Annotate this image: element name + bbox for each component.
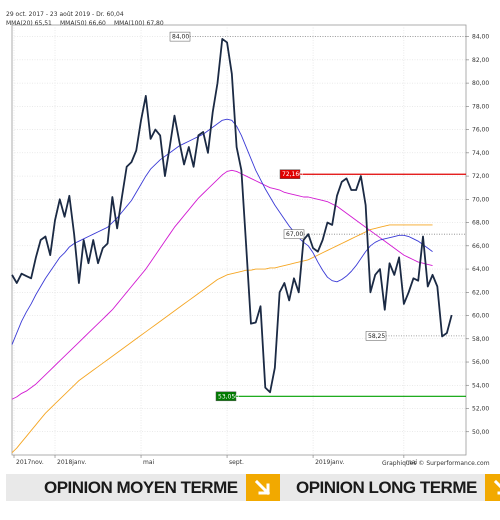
level-label: 84,00 bbox=[172, 34, 189, 41]
legend-entry: MMA(50) 66,60 bbox=[60, 20, 106, 27]
x-tick-label: 2018janv. bbox=[57, 459, 87, 466]
legend-entry: MMA(100) 67,80 bbox=[114, 20, 164, 27]
y-tick-label: 62,00 bbox=[472, 289, 489, 296]
watermark: Graphiques © Surperformance.com bbox=[382, 460, 490, 467]
x-tick-label: 2017nov. bbox=[16, 459, 44, 466]
legend-entry: MMA(20) 65,51 bbox=[6, 20, 52, 27]
y-tick-label: 56,00 bbox=[472, 359, 489, 366]
y-tick-label: 66,00 bbox=[472, 243, 489, 250]
axes: 50,00 52,00 54,00 56,00 58,00 60,00 62,00 64,00… bbox=[13, 34, 489, 466]
level-label: 67,00 bbox=[286, 231, 303, 238]
y-tick-label: 78,00 bbox=[472, 103, 489, 110]
y-tick-label: 74,00 bbox=[472, 150, 489, 157]
level-label: 53,050 bbox=[218, 393, 239, 400]
level-label-box bbox=[279, 169, 301, 179]
plot-frame bbox=[11, 24, 467, 456]
y-tick-label: 60,00 bbox=[472, 313, 489, 320]
arrow-down-right-icon bbox=[245, 474, 280, 501]
medium-term-label: OPINION MOYEN TERME bbox=[44, 477, 238, 497]
y-tick-label: 54,00 bbox=[472, 382, 489, 389]
grid bbox=[11, 24, 467, 456]
y-tick-label: 50,00 bbox=[472, 429, 489, 436]
price-chart: 84,00 72,160 67,00 58,25 53,050 50,00 52,00 54… bbox=[0, 0, 500, 470]
chart-area: 84,00 72,160 67,00 58,25 53,050 50,00 52,00 54… bbox=[0, 0, 500, 470]
y-tick-label: 80,00 bbox=[472, 80, 489, 87]
level-label-box bbox=[169, 31, 191, 42]
y-tick-label: 58,00 bbox=[472, 336, 489, 343]
series bbox=[11, 38, 453, 454]
long-term-opinion-button[interactable]: OPINION LONG TERME bbox=[296, 474, 500, 501]
series-line-price bbox=[11, 38, 453, 394]
y-tick-label: 68,00 bbox=[472, 220, 489, 227]
x-tick-label: sept. bbox=[229, 459, 244, 466]
series-line-mma20 bbox=[11, 118, 433, 345]
level-label-box bbox=[365, 331, 387, 341]
level-label-box bbox=[283, 229, 305, 239]
medium-term-opinion-button[interactable]: OPINION MOYEN TERME bbox=[44, 474, 280, 501]
level-label: 72,160 bbox=[282, 171, 303, 178]
opinion-bar: OPINION MOYEN TERME OPINION LONG TERME bbox=[6, 474, 500, 501]
arrow-down-right-icon bbox=[484, 474, 500, 501]
y-tick-label: 70,00 bbox=[472, 196, 489, 203]
series-line-mma50 bbox=[11, 169, 433, 400]
y-tick-label: 82,00 bbox=[472, 57, 489, 64]
annotation-labels: 84,00 72,160 67,00 58,25 53,050 bbox=[169, 31, 387, 402]
series-line-mma100 bbox=[11, 224, 433, 454]
level-label-box bbox=[215, 391, 237, 402]
chart-background bbox=[0, 0, 500, 470]
y-tick-label: 76,00 bbox=[472, 127, 489, 134]
y-tick-label: 72,00 bbox=[472, 173, 489, 180]
x-tick-label: 2019janv. bbox=[315, 459, 345, 466]
x-tick-label: mai bbox=[406, 459, 418, 466]
y-tick-label: 64,00 bbox=[472, 266, 489, 273]
long-term-label: OPINION LONG TERME bbox=[296, 477, 477, 497]
x-tick-label: mai bbox=[143, 459, 155, 466]
level-label: 58,25 bbox=[368, 333, 385, 340]
date-range: 29 oct. 2017 - 23 août 2019 - Dr. 60,04 bbox=[6, 11, 124, 18]
y-tick-label: 52,00 bbox=[472, 406, 489, 413]
legend: MMA(20) 65,51 MMA(50) 66,60 MMA(100) 67,80 bbox=[6, 20, 164, 27]
y-tick-label: 84,00 bbox=[472, 34, 489, 41]
